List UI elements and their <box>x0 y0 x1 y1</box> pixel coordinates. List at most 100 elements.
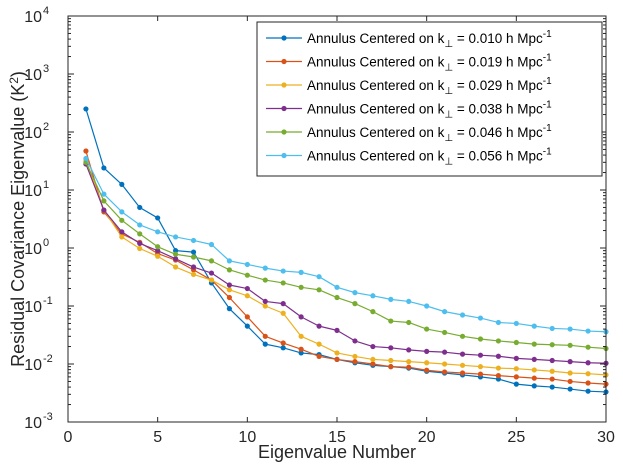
data-point <box>119 181 125 187</box>
data-point <box>513 339 519 346</box>
data-point <box>101 165 107 171</box>
legend-label-part: Annulus Centered on k <box>307 78 445 93</box>
legend-label-part: = 0.029 h Mpc <box>453 78 543 93</box>
data-point <box>531 367 537 373</box>
data-point <box>83 148 89 154</box>
series-line <box>85 159 607 376</box>
data-point <box>442 329 448 336</box>
data-point <box>370 356 376 363</box>
x-tick-label: 25 <box>507 429 525 446</box>
data-point <box>173 264 179 270</box>
y-axis-title-main: Residual Covariance Eigenvalue (K <box>8 84 28 367</box>
y-tick-exponent: 0 <box>43 237 49 249</box>
data-point <box>244 293 250 299</box>
data-point <box>155 248 161 254</box>
data-point <box>477 336 484 342</box>
y-axis-title-sup: 2 <box>7 77 21 84</box>
data-point <box>334 356 340 363</box>
data-point <box>513 374 519 380</box>
data-point <box>531 383 537 389</box>
data-point <box>495 365 501 371</box>
data-point <box>406 298 412 305</box>
data-point <box>370 343 376 350</box>
data-point <box>352 338 358 344</box>
data-point <box>298 269 304 275</box>
data-point <box>424 348 430 354</box>
data-point <box>119 234 125 240</box>
data-point <box>567 326 573 332</box>
data-point <box>262 303 268 309</box>
data-point <box>280 310 286 316</box>
legend-entry-5: Annulus Centered on k⊥ = 0.046 h Mpc-1 <box>266 123 552 144</box>
legend-entry-1: Annulus Centered on k⊥ = 0.010 h Mpc-1 <box>266 29 552 50</box>
legend-label-part: = 0.046 h Mpc <box>453 125 543 140</box>
legend-label-part: ⊥ <box>444 157 453 168</box>
data-point <box>244 272 250 278</box>
data-point <box>388 357 394 364</box>
legend-label-part: -1 <box>543 123 552 134</box>
data-point <box>477 371 484 377</box>
data-point <box>137 231 143 237</box>
data-point <box>388 318 394 324</box>
legend-entry-3: Annulus Centered on k⊥ = 0.029 h Mpc-1 <box>266 76 552 97</box>
data-point <box>370 309 376 315</box>
data-point <box>119 217 125 223</box>
data-point <box>549 342 555 348</box>
data-point <box>244 314 250 320</box>
data-point <box>495 319 501 326</box>
data-point <box>531 356 537 363</box>
data-point <box>513 381 519 387</box>
series-4 <box>83 161 609 366</box>
y-tick-base: 10 <box>24 415 42 432</box>
x-axis-title: Eigenvalue Number <box>258 442 416 462</box>
data-point <box>531 323 537 329</box>
y-tick-label: 10 <box>24 415 42 432</box>
y-tick-base: 10 <box>24 9 42 26</box>
data-point <box>208 241 215 248</box>
data-point <box>388 296 394 302</box>
data-point <box>101 191 107 197</box>
data-point <box>316 287 322 293</box>
data-point <box>334 327 340 333</box>
data-point <box>155 253 161 259</box>
data-point <box>208 258 215 264</box>
legend-label: Annulus Centered on k⊥ = 0.056 h Mpc-1 <box>307 147 552 168</box>
series-line <box>85 162 607 350</box>
data-point <box>585 388 591 394</box>
legend-marker <box>281 82 287 88</box>
series-3 <box>83 157 609 378</box>
data-point <box>334 284 340 290</box>
data-point <box>262 333 268 339</box>
data-point <box>83 106 89 112</box>
legend-label-part: -1 <box>543 53 552 64</box>
legend-label-part: = 0.019 h Mpc <box>453 55 543 70</box>
data-point <box>549 368 555 374</box>
data-point <box>567 370 573 376</box>
data-point <box>442 369 448 375</box>
y-tick-exponent: 3 <box>43 63 49 75</box>
data-point <box>549 384 555 390</box>
data-point <box>442 349 448 355</box>
data-point <box>477 315 484 321</box>
data-point <box>280 280 286 286</box>
data-point <box>424 326 430 332</box>
data-point <box>137 245 143 252</box>
data-point <box>190 271 197 278</box>
y-tick-exponent: -3 <box>43 411 53 423</box>
data-point <box>567 386 573 392</box>
legend-label: Annulus Centered on k⊥ = 0.010 h Mpc-1 <box>307 29 552 50</box>
data-point <box>155 244 161 250</box>
data-point <box>190 237 197 244</box>
legend-marker <box>281 35 287 41</box>
legend-label-part: Annulus Centered on k <box>307 149 445 164</box>
data-point <box>137 240 143 247</box>
data-point <box>513 320 519 327</box>
data-point <box>549 325 555 332</box>
y-tick-label: 10 <box>24 299 42 316</box>
tick-layer <box>67 15 607 423</box>
y-tick-exponent: -1 <box>43 295 53 307</box>
data-point <box>226 282 232 288</box>
data-point <box>173 234 179 240</box>
data-point <box>101 207 107 213</box>
